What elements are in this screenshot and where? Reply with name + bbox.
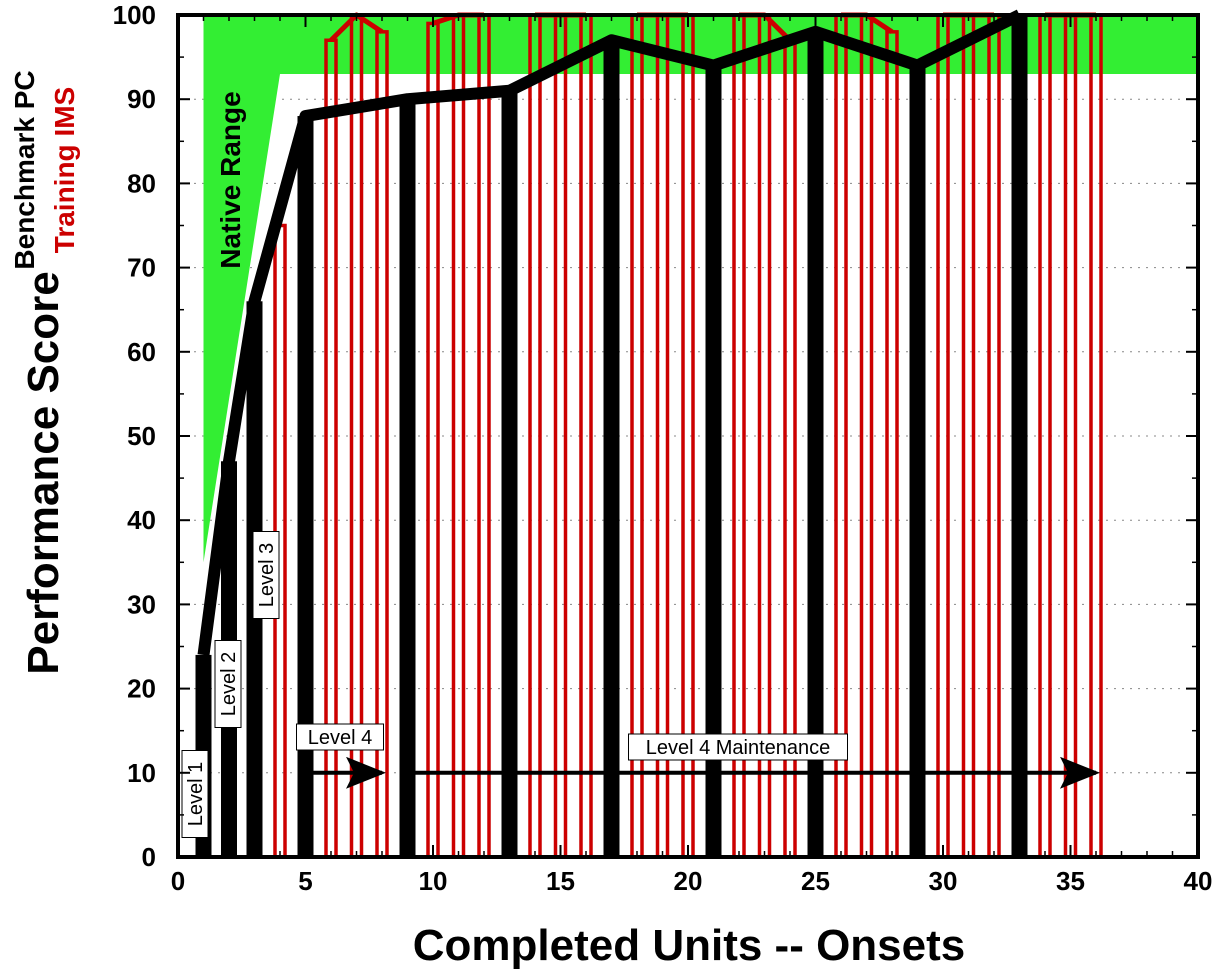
- training-ims-bar: [834, 13, 848, 859]
- x-axis-title: Completed Units -- Onsets: [413, 921, 966, 970]
- training-ims-bar: [630, 13, 644, 859]
- training-ims-bar: [885, 30, 899, 859]
- training-ims-bar: [553, 13, 568, 859]
- y-tick-label: 40: [127, 505, 156, 535]
- x-tick-label: 0: [171, 866, 185, 896]
- y-tick-label: 80: [127, 168, 156, 198]
- x-tick-label: 35: [1056, 866, 1085, 896]
- level-4-label-box: [296, 723, 384, 751]
- training-ims-bar: [426, 21, 440, 859]
- y-tick-label: 90: [127, 84, 156, 114]
- y-tick-label: 70: [127, 253, 156, 283]
- level-4-label-text: Level 4: [308, 727, 373, 749]
- training-ims-bar: [757, 13, 772, 859]
- benchmark-pc-bar: [399, 99, 416, 857]
- x-tick-label: 5: [298, 866, 312, 896]
- benchmark-pc-bar: [807, 31, 824, 857]
- y-tick-label: 50: [127, 421, 156, 451]
- legend-benchmark-pc: Benchmark PC: [9, 70, 40, 269]
- y-tick-label: 30: [127, 589, 156, 619]
- level-1-label-text: Level 1: [185, 762, 207, 827]
- level-2-label-box: [214, 640, 242, 728]
- benchmark-pc-bar: [603, 40, 620, 857]
- training-ims-bar: [528, 13, 542, 859]
- level-3-label-box: [252, 531, 280, 619]
- x-tick-label: 20: [674, 866, 703, 896]
- level-4-maintenance-label-box: [628, 733, 848, 761]
- training-ims-bar: [681, 13, 695, 859]
- x-tick-label: 40: [1184, 866, 1213, 896]
- benchmark-pc-bar: [297, 116, 314, 858]
- y-tick-label: 20: [127, 674, 156, 704]
- training-ims-bar: [1038, 13, 1052, 859]
- training-ims-bar: [655, 13, 670, 859]
- legend-training-ims: Training IMS: [49, 87, 80, 253]
- native-range-area: [203, 15, 1198, 563]
- benchmark-pc-bar: [909, 65, 926, 857]
- x-tick-label: 30: [929, 866, 958, 896]
- y-tick-label: 100: [113, 0, 156, 30]
- x-tick-label: 10: [419, 866, 448, 896]
- training-ims-bar: [1089, 13, 1103, 859]
- training-ims-series: [273, 12, 1103, 859]
- x-tick-label: 15: [546, 866, 575, 896]
- level-4-maintenance-label-text: Level 4 Maintenance: [646, 737, 831, 759]
- level-1-label: Level 1: [181, 750, 209, 838]
- x-tick-label: 25: [801, 866, 830, 896]
- training-ims-bar: [936, 13, 950, 859]
- native-range-label: Native Range: [215, 91, 246, 268]
- level-4-maintenance-label: Level 4 Maintenance: [628, 733, 848, 761]
- training-ims-bar: [1063, 13, 1078, 859]
- y-axis-title: Performance Score: [19, 271, 68, 675]
- y-tick-label: 0: [142, 842, 156, 872]
- benchmark-pc-series: [195, 9, 1028, 858]
- axes: 0 10 20 30 40 50 60 70 80 90 100 0 5 10 15 20 25 30 35 40: [113, 0, 1213, 896]
- level-4-label: Level 4: [296, 723, 384, 751]
- benchmark-pc-bar: [705, 65, 722, 857]
- benchmark-pc-bar: [501, 90, 518, 857]
- y-tick-label: 60: [127, 337, 156, 367]
- level-2-label-text: Level 2: [218, 652, 240, 717]
- annotations: Level 1 Level 2 Level 3 Level 4 Level 4 Main…: [181, 531, 1100, 838]
- y-tick-label: 10: [127, 758, 156, 788]
- native-range-band: Native Range: [203, 15, 1198, 563]
- level-2-label: Level 2: [214, 640, 242, 728]
- level-3-label: Level 3: [252, 531, 280, 619]
- gridlines: [178, 98, 1198, 774]
- benchmark-pc-bar: [1011, 15, 1028, 857]
- level-3-label-text: Level 3: [256, 543, 278, 608]
- benchmark-pc-line: [197, 9, 1023, 656]
- training-ims-bar: [961, 13, 976, 859]
